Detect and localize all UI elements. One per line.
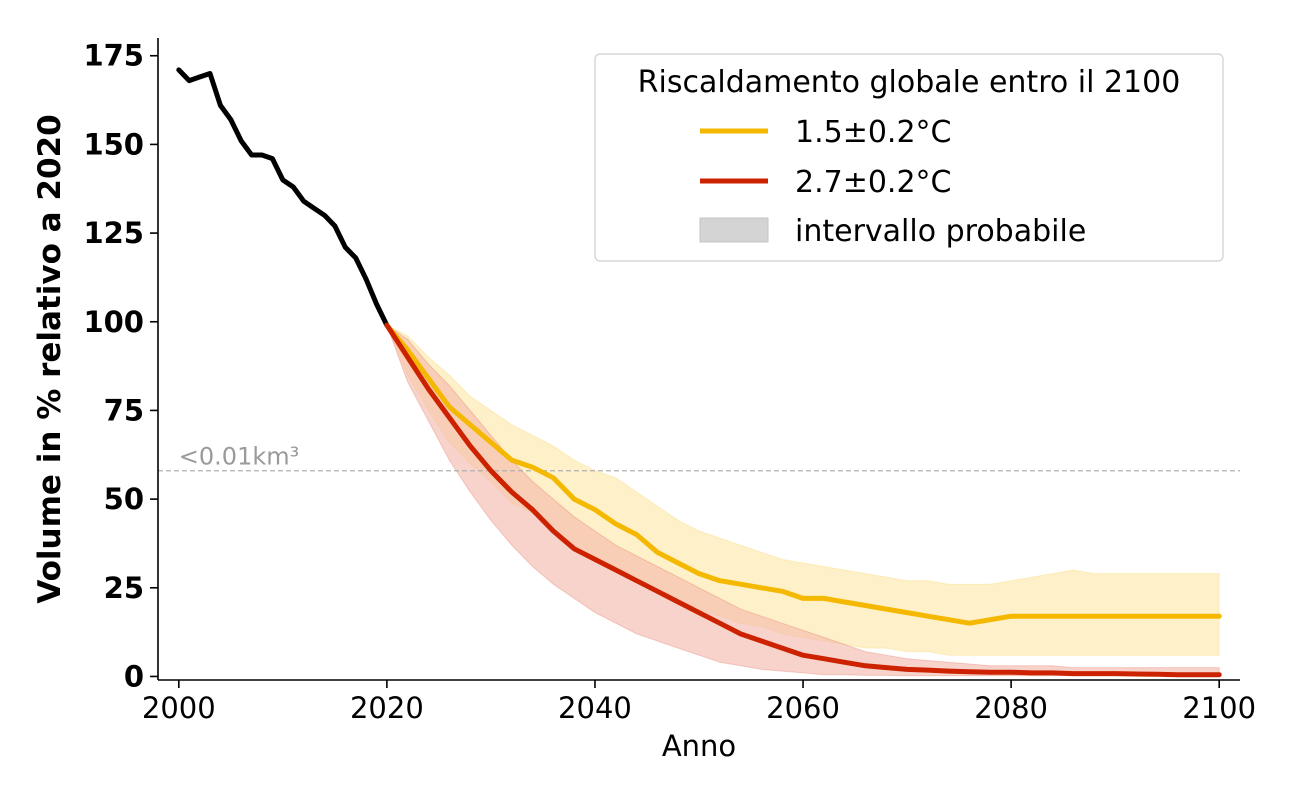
- x-axis-label: Anno: [662, 729, 736, 763]
- y-tick-label-1: 25: [104, 571, 144, 605]
- x-tick-label-1: 2020: [350, 691, 424, 725]
- reference-line-label: <0.01km³: [179, 443, 299, 471]
- axes: 0 25 50 75 100 125 150 175 2000 2020 2040 2060 2080 2…: [32, 38, 1256, 763]
- x-tick-label-5: 2100: [1182, 691, 1256, 725]
- y-tick-label-5: 125: [83, 216, 144, 250]
- y-tick-label-4: 100: [83, 305, 144, 339]
- y-tick-label-6: 150: [83, 127, 144, 161]
- series-lines: [176, 67, 1222, 678]
- legend-label-series-1: 2.7±0.2°C: [795, 165, 952, 200]
- legend-label-series-0: 1.5±0.2°C: [795, 115, 952, 150]
- reference-line-group: <0.01km³: [158, 443, 1240, 472]
- x-tick-label-0: 2000: [142, 691, 216, 725]
- legend-title: Riscaldamento globale entro il 2100: [638, 65, 1181, 100]
- legend-box: [594, 53, 1224, 262]
- y-axis-label: Volume in % relativo a 2020: [32, 114, 68, 603]
- series-line-0: [384, 322, 1222, 626]
- observed-line: [176, 67, 390, 328]
- legend-label-band: intervallo probabile: [795, 214, 1086, 249]
- uncertainty-bands: [385, 324, 1220, 677]
- y-tick-label-7: 175: [83, 39, 144, 73]
- x-tick-label-3: 2060: [766, 691, 840, 725]
- y-tick-label-0: 0: [124, 659, 144, 693]
- band-series-1: [385, 324, 1220, 677]
- legend: Riscaldamento globale entro il 2100 1.5±0…: [594, 53, 1224, 262]
- legend-swatch-band: [699, 217, 769, 243]
- x-tick-label-2: 2040: [558, 691, 632, 725]
- x-tick-label-4: 2080: [974, 691, 1048, 725]
- y-tick-label-3: 75: [104, 393, 144, 427]
- series-line-1: [384, 322, 1222, 678]
- y-tick-label-2: 50: [104, 482, 144, 516]
